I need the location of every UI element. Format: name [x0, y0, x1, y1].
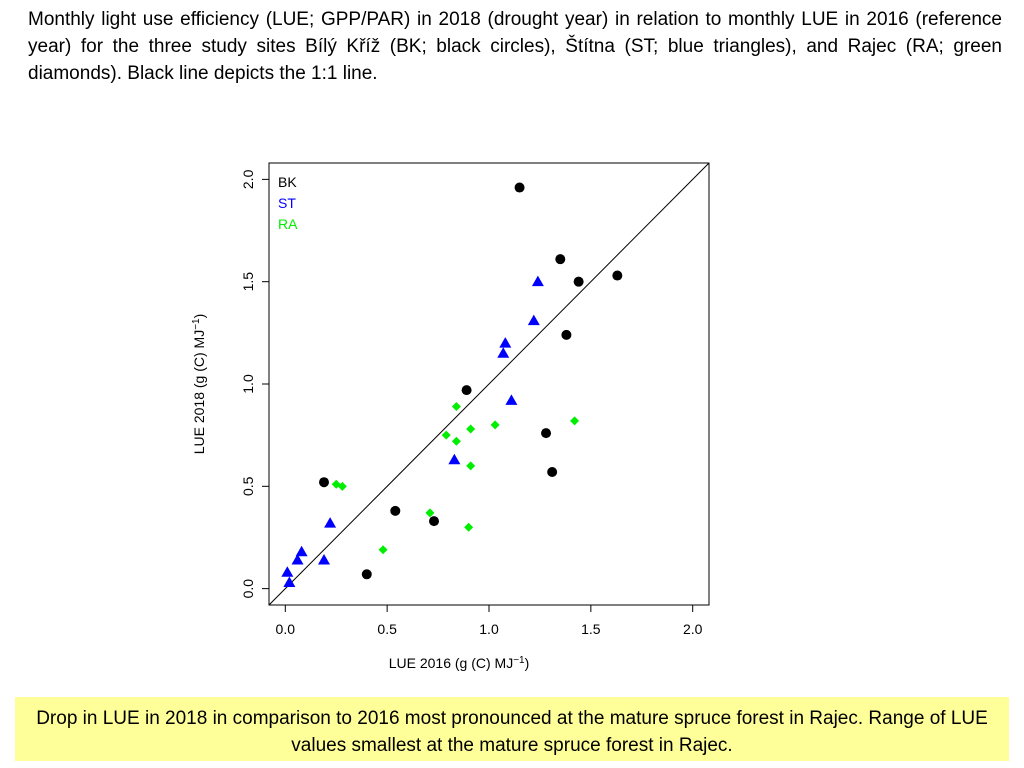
- point-ra: [425, 508, 435, 518]
- point-ra: [441, 430, 451, 440]
- point-bk: [361, 569, 372, 580]
- point-st: [291, 553, 304, 565]
- legend-entry-bk: BK: [278, 174, 297, 190]
- point-bk: [561, 329, 572, 340]
- y-tick-label: 1.5: [240, 272, 256, 292]
- point-bk: [429, 516, 439, 527]
- x-tick-label: 0.0: [276, 621, 296, 637]
- point-st: [497, 347, 510, 358]
- y-tick-label: 0.0: [240, 579, 256, 599]
- data-points: [281, 182, 623, 587]
- scatter-chart: 0.0 0.5 1.0 1.5 2.0 0.0 0.5 1.0 1.5 2.0 BK ST RA L…: [180, 155, 740, 685]
- x-axis: 0.0 0.5 1.0 1.5 2.0: [276, 604, 703, 637]
- point-st: [281, 566, 294, 577]
- point-bk: [573, 276, 584, 287]
- point-st: [283, 576, 296, 587]
- point-ra: [337, 481, 347, 491]
- x-tick-label: 2.0: [683, 621, 703, 637]
- summary-note: Drop in LUE in 2018 in comparison to 201…: [15, 697, 1009, 761]
- y-axis-label: LUE 2018 (g (C) MJ−1): [191, 314, 208, 455]
- legend-entry-ra: RA: [278, 216, 298, 232]
- point-st: [324, 517, 337, 528]
- x-tick-label: 1.5: [581, 621, 601, 637]
- y-axis: 0.0 0.5 1.0 1.5 2.0: [240, 169, 269, 598]
- point-ra: [451, 402, 461, 412]
- x-tick-label: 0.5: [377, 621, 397, 637]
- x-tick-label: 1.0: [479, 621, 499, 637]
- point-ra: [466, 424, 476, 434]
- point-bk: [555, 254, 566, 265]
- legend: BK ST RA: [278, 174, 298, 232]
- point-bk: [319, 477, 329, 488]
- point-ra: [451, 436, 461, 446]
- chart-canvas: 0.0 0.5 1.0 1.5 2.0 0.0 0.5 1.0 1.5 2.0 BK ST RA L…: [191, 162, 710, 672]
- point-bk: [390, 505, 401, 516]
- point-ra: [490, 420, 500, 430]
- point-ra: [378, 545, 388, 555]
- y-tick-label: 2.0: [240, 169, 256, 189]
- point-st: [527, 314, 540, 326]
- point-st: [318, 553, 330, 565]
- point-ra: [466, 461, 476, 471]
- point-st: [448, 453, 461, 465]
- summary-note-text: Drop in LUE in 2018 in comparison to 201…: [36, 708, 988, 756]
- y-tick-label: 0.5: [240, 476, 256, 496]
- point-st: [295, 545, 308, 557]
- point-st: [531, 275, 544, 287]
- point-bk: [612, 270, 623, 281]
- legend-entry-st: ST: [278, 195, 296, 211]
- x-axis-label: LUE 2016 (g (C) MJ−1): [389, 655, 530, 672]
- point-st: [499, 337, 512, 348]
- figure-caption: Monthly light use efficiency (LUE; GPP/P…: [28, 9, 1002, 84]
- point-ra: [570, 416, 580, 426]
- one-to-one-line: [268, 162, 710, 606]
- point-ra: [464, 522, 474, 532]
- point-bk: [541, 428, 552, 439]
- point-bk: [461, 385, 472, 396]
- point-bk: [547, 466, 558, 477]
- point-bk: [514, 182, 525, 193]
- point-st: [505, 394, 518, 405]
- y-tick-label: 1.0: [240, 374, 256, 394]
